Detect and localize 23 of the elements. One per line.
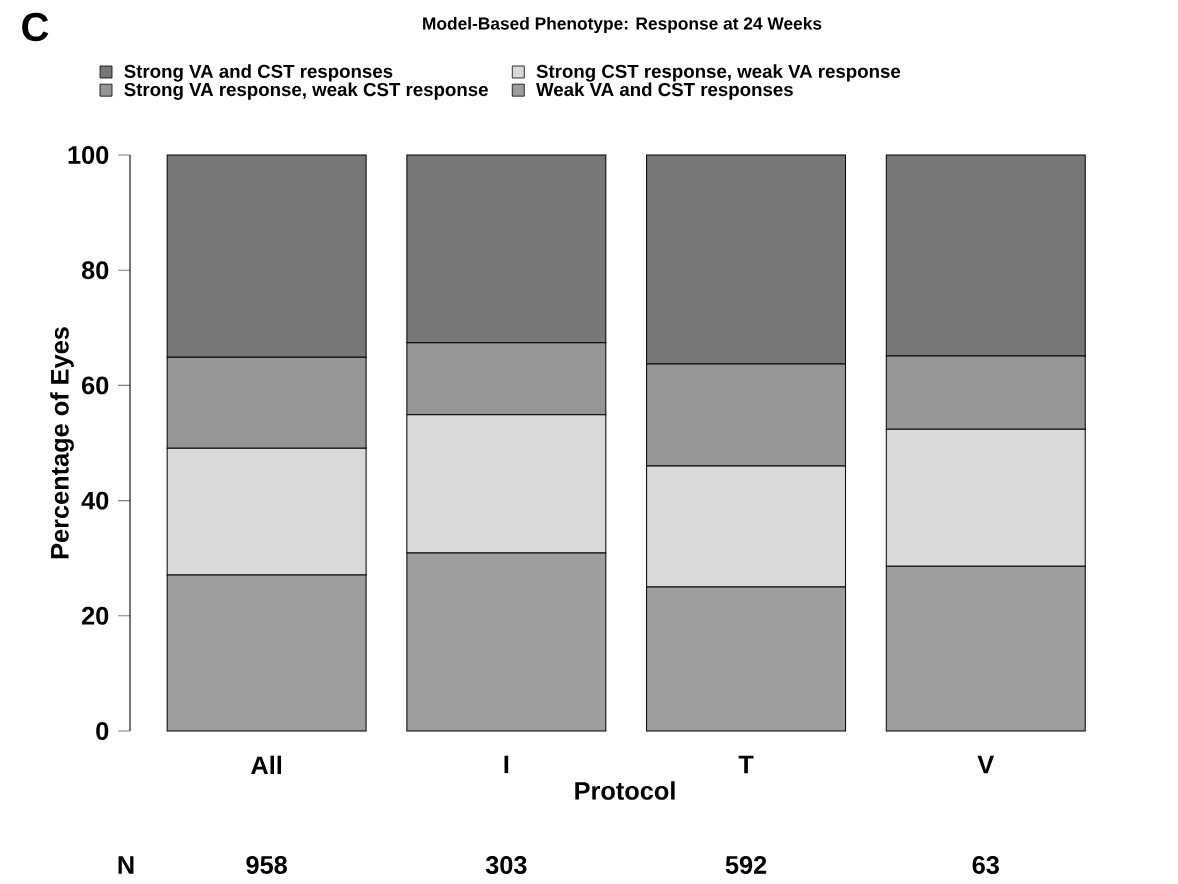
- x-tick-label: I: [504, 755, 509, 774]
- y-tick-label: 0: [96, 722, 109, 740]
- y-tick-label: 20: [81, 606, 109, 625]
- legend-label: Weak VA and CST responses: [536, 82, 793, 100]
- x-tick-label: V: [977, 755, 995, 774]
- x-tick-label: All: [251, 755, 282, 775]
- text: C: [22, 12, 49, 42]
- x-tick-label: T: [738, 755, 754, 774]
- text: 63: [972, 856, 999, 874]
- y-tick-label: 80: [81, 261, 109, 280]
- text: N: [118, 856, 134, 874]
- legend-label: Strong CST response, weak VA response: [536, 64, 901, 82]
- y-tick-label: 40: [81, 491, 109, 510]
- y-tick-label: 100: [68, 146, 109, 164]
- text: 958: [246, 856, 287, 874]
- x-axis-title: Protocol: [575, 781, 675, 800]
- y-axis-title: Percentage of Eyes: [50, 327, 74, 559]
- legend-label: Strong VA and CST responses: [124, 64, 393, 82]
- y-tick-label: 60: [82, 376, 109, 395]
- chart-title: Model-Based Phenotype: Response at 24 Weeks: [423, 16, 822, 34]
- text: 303: [485, 856, 527, 874]
- text: 592: [725, 856, 767, 874]
- legend-label: Strong VA response, weak CST response: [124, 82, 488, 100]
